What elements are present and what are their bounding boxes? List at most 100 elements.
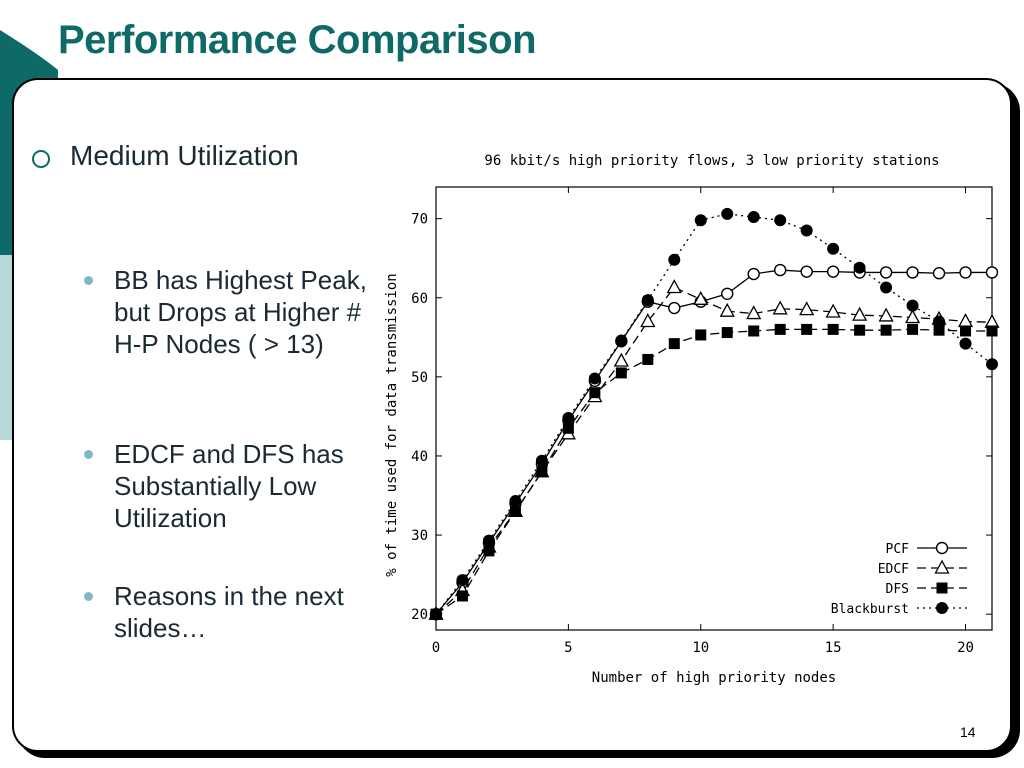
x-tick-label: 10 [692,640,709,656]
dot-bullet-icon [84,276,93,285]
point-dfs [483,545,495,557]
point-dfs [615,367,627,379]
point-blackburst [482,534,495,547]
y-tick-label: 30 [411,528,428,544]
point-dfs [774,323,786,335]
point-blackburst [668,253,681,266]
point-blackburst [721,207,734,220]
point-pcf [906,266,919,279]
point-dfs [695,329,707,341]
point-edcf [746,305,762,320]
point-dfs [562,422,574,434]
point-blackburst [641,294,654,307]
point-dfs [668,338,680,350]
slide-title: Performance Comparison [58,18,537,62]
point-blackburst [880,281,893,294]
point-pcf [668,301,681,315]
point-edcf [799,301,815,316]
point-edcf [772,300,788,315]
point-edcf [984,313,1000,328]
point-blackburst [694,214,707,227]
point-pcf [773,263,787,277]
point-dfs [748,325,760,337]
chart-title: 96 kbit/s high priority flows, 3 low pri… [484,153,939,169]
y-tick-label: 50 [411,370,428,386]
point-blackburst [986,358,998,371]
point-blackburst [800,224,813,237]
series-line-blackburst [435,213,993,615]
plot-frame [435,186,993,631]
y-tick-label: 20 [411,607,428,623]
dot-bullet-icon [84,450,93,459]
point-dfs [960,325,972,337]
legend-label-pcf: PCF [886,542,910,557]
point-pcf [721,287,734,300]
point-dfs [986,325,998,337]
legend-marker-dfs [936,582,948,594]
point-blackburst [827,242,840,255]
point-blackburst [509,495,522,508]
sub-bullet-text: Reasons in the next slides… [114,581,344,643]
point-dfs [536,466,548,478]
point-blackburst [853,261,866,274]
point-edcf [613,352,629,367]
legend-marker-edcf [934,559,950,574]
point-dfs [827,323,839,335]
dot-bullet-icon [84,592,93,601]
point-edcf [904,309,921,324]
point-blackburst [774,214,787,227]
series-line-pcf [435,269,992,615]
x-tick-label: 15 [825,640,842,656]
point-blackburst [615,334,628,347]
y-axis-label: % of time used for data transmission [384,273,400,576]
legend-label-dfs: DFS [886,582,909,597]
point-dfs [801,323,813,335]
point-blackburst [535,454,548,467]
point-blackburst [933,315,946,328]
x-axis-label: Number of high priority nodes [592,670,836,686]
point-dfs [880,324,892,336]
y-tick-label: 60 [411,291,428,307]
legend-label-edcf: EDCF [878,562,909,577]
point-pcf [747,267,760,281]
point-dfs [854,324,866,336]
point-blackburst [456,574,469,587]
y-tick-label: 70 [411,212,428,228]
point-blackburst [959,337,972,350]
point-pcf [826,265,840,278]
point-dfs [907,323,919,335]
point-dfs [642,353,654,365]
point-dfs [933,324,945,336]
main-bullet-text: Medium Utilization [70,140,299,171]
point-edcf [719,302,735,317]
point-pcf [985,266,999,279]
point-dfs [721,327,733,339]
utilization-chart: 96 kbit/s high priority flows, 3 low pri… [384,153,1000,686]
point-edcf [825,303,841,318]
point-pcf [959,266,972,279]
point-dfs [589,387,601,399]
point-dfs [456,590,468,602]
x-tick-label: 0 [432,640,440,656]
point-blackburst [430,608,442,621]
x-tick-label: 5 [564,640,572,656]
y-tick-label: 40 [411,449,428,465]
point-edcf [878,307,894,322]
hollow-circle-bullet-icon [32,150,50,168]
sub-bullet-text: EDCF and DFS has Substantially Low Utili… [114,439,344,533]
page-number: 14 [960,724,976,740]
point-blackburst [747,211,760,224]
point-dfs [509,505,521,517]
point-edcf [693,290,709,305]
legend-marker-pcf [935,541,949,555]
point-edcf [640,313,656,328]
point-edcf [957,313,974,328]
point-blackburst [906,299,919,312]
point-edcf [666,279,682,294]
point-pcf [879,266,893,279]
sub-bullet-text: BB has Highest Peak, but Drops at Higher… [114,265,367,359]
legend-label-blackburst: Blackburst [831,602,909,617]
point-pcf [932,267,946,280]
series-line-dfs [435,328,992,615]
point-pcf [800,265,813,278]
